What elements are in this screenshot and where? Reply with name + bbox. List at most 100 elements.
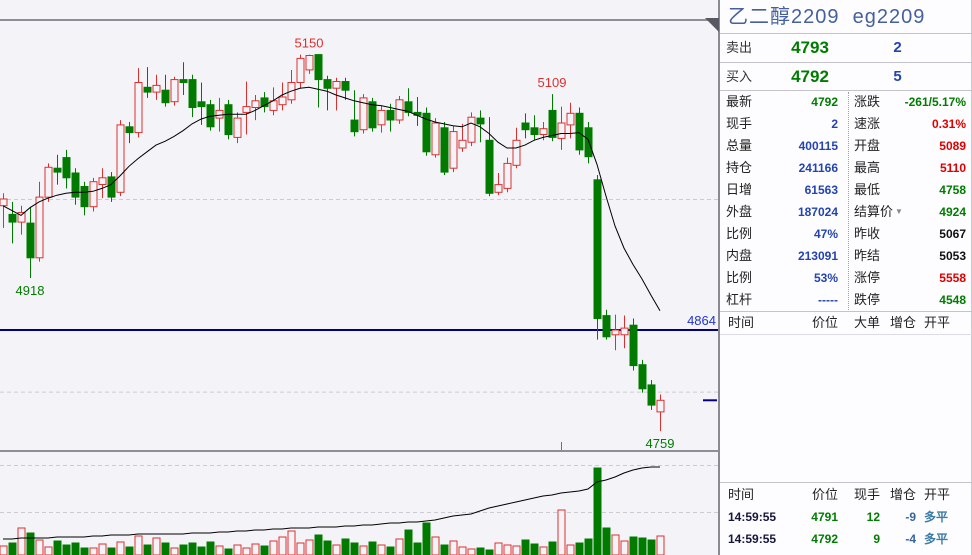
candle-body xyxy=(107,176,116,198)
trade-open-close: 多平 xyxy=(924,510,949,524)
candle-body xyxy=(629,324,638,367)
stat-value: 4792 xyxy=(811,95,838,109)
column-header: 时间 xyxy=(728,487,755,502)
price-annotation: 4918 xyxy=(16,283,45,298)
volume-bar xyxy=(638,537,647,555)
column-header: 现手 xyxy=(853,487,880,502)
stat-label: 日增 xyxy=(726,182,753,197)
panel-divider[interactable] xyxy=(718,0,720,555)
volume-bar xyxy=(260,545,269,555)
candle-body xyxy=(314,54,323,81)
quote-stat-row: 比例 53% 涨停 5558 xyxy=(720,267,972,289)
trade-row[interactable]: 14:59:55 4791 12 -9 多平 xyxy=(720,506,972,528)
trade-price: 4791 xyxy=(811,510,838,524)
stat-label: 速涨 xyxy=(854,116,881,131)
stat-value: 4758 xyxy=(939,183,966,197)
candle-body xyxy=(593,179,602,319)
candle-body xyxy=(611,329,620,336)
candle-body xyxy=(71,172,80,198)
instrument-title: 乙二醇2209 eg2209 xyxy=(728,6,926,28)
stat-label: 最低 xyxy=(854,182,881,197)
volume-bar xyxy=(404,529,413,555)
collapse-panel-handle[interactable] xyxy=(705,18,719,32)
stat-value: 187024 xyxy=(797,205,838,219)
volume-bar xyxy=(359,545,368,555)
divider xyxy=(720,33,972,34)
candle-body xyxy=(215,109,224,119)
trade-time: 14:59:55 xyxy=(728,510,777,524)
ask-row[interactable]: 卖出 4793 2 xyxy=(720,34,972,62)
candle-body xyxy=(278,96,287,106)
volume-bar xyxy=(431,536,440,555)
divider xyxy=(720,311,972,312)
stat-label: 总量 xyxy=(726,138,753,153)
bid-row[interactable]: 买入 4792 5 xyxy=(720,63,972,91)
candle-body xyxy=(539,128,548,135)
divider xyxy=(720,482,972,483)
candle-body xyxy=(431,122,440,156)
price-annotation: 4759 xyxy=(646,436,675,451)
volume-bar xyxy=(458,546,467,555)
volume-bar xyxy=(296,542,305,555)
stat-value: 47% xyxy=(813,227,838,241)
volume-bar xyxy=(314,534,323,555)
candle-body xyxy=(305,55,314,71)
volume-bar xyxy=(287,530,296,555)
stat-value: 4924 xyxy=(939,205,966,219)
volume-bar xyxy=(539,546,548,555)
candle-body xyxy=(188,79,197,108)
candle-body xyxy=(458,139,467,149)
candle-body xyxy=(449,131,458,169)
stat-value: -261/5.17% xyxy=(904,95,966,109)
kline-chart[interactable]: 5150 5109 4918 4759 4864 xyxy=(0,0,718,555)
candle-body xyxy=(17,212,26,223)
volume-bar xyxy=(485,549,494,555)
volume-bar xyxy=(80,547,89,555)
open-interest-line xyxy=(3,466,660,540)
stat-value: ----- xyxy=(818,293,838,307)
volume-bar xyxy=(98,543,107,555)
trades-header: 时间 价位 现手 增仓 开平 xyxy=(720,484,972,506)
candle-body xyxy=(368,101,377,129)
candle-body xyxy=(296,57,305,84)
trade-volume: 12 xyxy=(866,510,880,524)
trade-row[interactable]: 14:59:55 4792 9 -4 多平 xyxy=(720,528,972,550)
stat-value: 5558 xyxy=(939,271,966,285)
stat-value: 213091 xyxy=(797,249,838,263)
trade-open-close: 多平 xyxy=(924,532,949,546)
settlement-dropdown-icon[interactable]: ▼ xyxy=(895,207,903,216)
quote-stat-row: 日增 61563 最低 4758 xyxy=(720,179,972,201)
stat-label: 最新 xyxy=(726,94,753,109)
volume-bar xyxy=(17,527,26,555)
volume-bar xyxy=(134,535,143,555)
volume-bar xyxy=(170,547,179,555)
stat-value: 2 xyxy=(831,117,838,131)
stat-value: 5067 xyxy=(939,227,966,241)
ma-line xyxy=(2,86,661,311)
volume-bar xyxy=(449,540,458,555)
column-header: 开平 xyxy=(924,487,951,502)
candle-body xyxy=(584,127,593,158)
volume-bar xyxy=(224,548,233,555)
volume-bar xyxy=(512,545,521,555)
volume-bar xyxy=(386,546,395,555)
trade-price: 4792 xyxy=(811,532,838,546)
volume-bar xyxy=(422,522,431,555)
candle-body xyxy=(233,117,242,138)
candle-body xyxy=(422,112,431,153)
volume-bar xyxy=(242,547,251,555)
candle-body xyxy=(476,117,485,125)
candle-body xyxy=(35,196,44,259)
volume-bar xyxy=(161,542,170,555)
column-header: 大单 xyxy=(853,315,880,330)
candle-body xyxy=(467,116,476,143)
stat-value: 61563 xyxy=(804,183,838,197)
candle-body xyxy=(26,222,35,259)
candle-body xyxy=(566,112,575,126)
column-header: 增仓 xyxy=(889,315,916,330)
candle-body xyxy=(620,327,629,336)
candle-body xyxy=(656,399,665,413)
volume-bar xyxy=(413,542,422,555)
volume-bar xyxy=(179,544,188,555)
candle-body xyxy=(386,109,395,121)
